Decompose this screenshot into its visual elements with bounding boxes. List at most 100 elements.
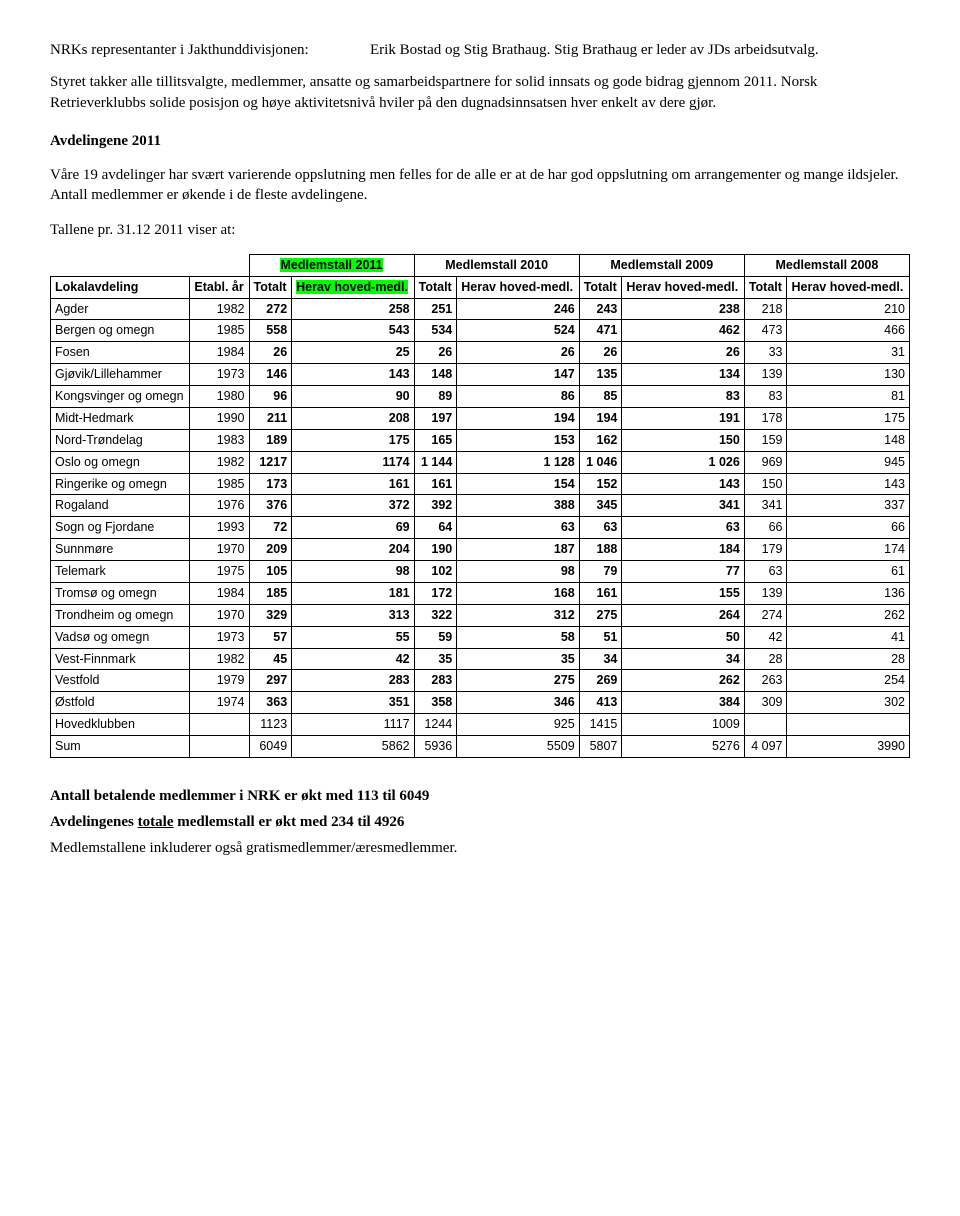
table-header-sub: Lokalavdeling Etabl. år Totalt Herav hov… [51,276,910,298]
cell: 130 [787,364,910,386]
cell: 322 [414,604,457,626]
cell: 81 [787,386,910,408]
cell: 58 [457,626,579,648]
cell-year: 1982 [190,451,249,473]
cell: 63 [457,517,579,539]
cell: 42 [292,648,414,670]
cell-name: Bergen og omegn [51,320,190,342]
cell: 272 [249,298,292,320]
cell-year: 1980 [190,386,249,408]
cell: 35 [457,648,579,670]
cell: 34 [622,648,744,670]
paragraph-thanks: Styret takker alle tillitsvalgte, medlem… [50,72,910,113]
cell-year: 1975 [190,561,249,583]
cell-name: Sum [51,736,190,758]
col-group-2010: Medlemstall 2010 [414,254,579,276]
cell: 5862 [292,736,414,758]
cell: 346 [457,692,579,714]
table-row: Vest-Finnmark19824542353534342828 [51,648,910,670]
cell: 534 [414,320,457,342]
cell: 66 [787,517,910,539]
cell: 4 097 [744,736,787,758]
cell: 189 [249,429,292,451]
cell-year: 1985 [190,320,249,342]
cell: 134 [622,364,744,386]
paragraph-avdelinger: Våre 19 avdelinger har svært varierende … [50,165,910,206]
cell: 161 [292,473,414,495]
cell-name: Hovedklubben [51,714,190,736]
cell: 89 [414,386,457,408]
cell: 392 [414,495,457,517]
cell: 1244 [414,714,457,736]
cell-year: 1973 [190,626,249,648]
cell: 98 [457,561,579,583]
cell-name: Rogaland [51,495,190,517]
cell: 139 [744,582,787,604]
table-row: Vestfold1979297283283275269262263254 [51,670,910,692]
cell: 524 [457,320,579,342]
cell: 162 [579,429,622,451]
cell: 50 [622,626,744,648]
col-herav-2010: Herav hoved-medl. [457,276,579,298]
cell: 187 [457,539,579,561]
table-row: Nord-Trøndelag19831891751651531621501591… [51,429,910,451]
cell: 1174 [292,451,414,473]
table-row: Ringerike og omegn1985173161161154152143… [51,473,910,495]
cell: 57 [249,626,292,648]
cell-year: 1973 [190,364,249,386]
cell: 190 [414,539,457,561]
cell: 83 [744,386,787,408]
cell: 543 [292,320,414,342]
cell-name: Tromsø og omegn [51,582,190,604]
cell: 262 [622,670,744,692]
cell: 86 [457,386,579,408]
cell: 174 [787,539,910,561]
cell: 204 [292,539,414,561]
col-etabl: Etabl. år [190,276,249,298]
cell-name: Sunnmøre [51,539,190,561]
table-row: Telemark1975105981029879776361 [51,561,910,583]
cell: 1 128 [457,451,579,473]
cell: 146 [249,364,292,386]
cell: 35 [414,648,457,670]
cell: 5276 [622,736,744,758]
table-row: Sunnmøre1970209204190187188184179174 [51,539,910,561]
cell-name: Sogn og Fjordane [51,517,190,539]
row-hovedklubben: Hovedklubben 1123 1117 1244 925 1415 100… [51,714,910,736]
cell: 3990 [787,736,910,758]
cell: 194 [579,407,622,429]
cell: 28 [744,648,787,670]
cell: 161 [414,473,457,495]
cell-name: Trondheim og omegn [51,604,190,626]
cell: 558 [249,320,292,342]
cell: 363 [249,692,292,714]
cell: 33 [744,342,787,364]
cell-year: 1970 [190,604,249,626]
cell-year: 1970 [190,539,249,561]
cell: 1123 [249,714,292,736]
cell-year: 1985 [190,473,249,495]
cell: 136 [787,582,910,604]
cell: 341 [622,495,744,517]
cell: 312 [457,604,579,626]
cell: 462 [622,320,744,342]
cell: 1 144 [414,451,457,473]
summary-line-3: Medlemstallene inkluderer også gratismed… [50,838,910,858]
cell: 55 [292,626,414,648]
cell: 254 [787,670,910,692]
cell: 258 [292,298,414,320]
cell-year: 1976 [190,495,249,517]
table-row: Agder1982272258251246243238218210 [51,298,910,320]
cell: 376 [249,495,292,517]
cell: 59 [414,626,457,648]
table-row: Midt-Hedmark1990211208197194194191178175 [51,407,910,429]
cell: 25 [292,342,414,364]
intro-row: NRKs representanter i Jakthunddivisjonen… [50,40,910,60]
cell: 197 [414,407,457,429]
cell-year: 1979 [190,670,249,692]
cell: 143 [787,473,910,495]
cell: 153 [457,429,579,451]
cell: 6049 [249,736,292,758]
summary-line-1: Antall betalende medlemmer i NRK er økt … [50,786,910,806]
cell: 61 [787,561,910,583]
